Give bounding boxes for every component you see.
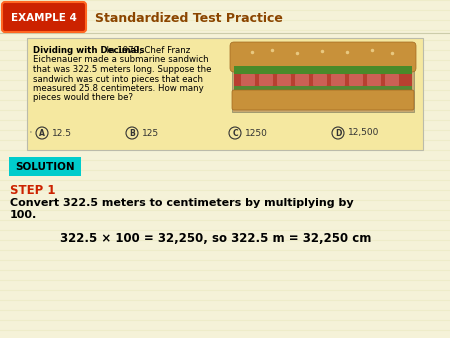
Text: SOLUTION: SOLUTION bbox=[15, 162, 75, 172]
Text: pieces would there be?: pieces would there be? bbox=[33, 94, 133, 102]
FancyBboxPatch shape bbox=[230, 42, 416, 72]
FancyBboxPatch shape bbox=[385, 74, 399, 86]
Text: 125: 125 bbox=[142, 128, 159, 138]
FancyBboxPatch shape bbox=[259, 74, 273, 86]
FancyBboxPatch shape bbox=[27, 38, 423, 150]
FancyBboxPatch shape bbox=[2, 2, 86, 32]
FancyBboxPatch shape bbox=[234, 74, 412, 88]
Text: STEP 1: STEP 1 bbox=[10, 184, 55, 197]
Text: 100.: 100. bbox=[10, 210, 37, 220]
Text: A: A bbox=[39, 128, 45, 138]
Text: that was 322.5 meters long. Suppose the: that was 322.5 meters long. Suppose the bbox=[33, 65, 211, 74]
FancyBboxPatch shape bbox=[232, 90, 414, 110]
Text: 1250: 1250 bbox=[245, 128, 268, 138]
FancyBboxPatch shape bbox=[234, 86, 412, 94]
FancyBboxPatch shape bbox=[367, 74, 381, 86]
FancyBboxPatch shape bbox=[313, 74, 327, 86]
Text: B: B bbox=[129, 128, 135, 138]
Text: D: D bbox=[335, 128, 341, 138]
FancyBboxPatch shape bbox=[277, 74, 291, 86]
Text: 12,500: 12,500 bbox=[348, 128, 379, 138]
Text: 12.5: 12.5 bbox=[52, 128, 72, 138]
Text: ': ' bbox=[29, 130, 31, 136]
Text: sandwich was cut into pieces that each: sandwich was cut into pieces that each bbox=[33, 74, 203, 83]
Text: C: C bbox=[232, 128, 238, 138]
Text: Eichenauer made a submarine sandwich: Eichenauer made a submarine sandwich bbox=[33, 55, 209, 65]
FancyBboxPatch shape bbox=[9, 157, 81, 176]
Text: Convert 322.5 meters to centimeters by multiplying by: Convert 322.5 meters to centimeters by m… bbox=[10, 198, 354, 208]
Text: In 1979, Chef Franz: In 1979, Chef Franz bbox=[101, 46, 190, 55]
FancyBboxPatch shape bbox=[331, 74, 345, 86]
FancyBboxPatch shape bbox=[349, 74, 363, 86]
FancyBboxPatch shape bbox=[232, 44, 414, 112]
Text: EXAMPLE 4: EXAMPLE 4 bbox=[11, 13, 77, 23]
Text: 322.5 × 100 = 32,250, so 322.5 m = 32,250 cm: 322.5 × 100 = 32,250, so 322.5 m = 32,25… bbox=[60, 232, 371, 245]
FancyBboxPatch shape bbox=[295, 74, 309, 86]
FancyBboxPatch shape bbox=[234, 66, 412, 76]
Text: measured 25.8 centimeters. How many: measured 25.8 centimeters. How many bbox=[33, 84, 204, 93]
Text: Dividing with Decimals: Dividing with Decimals bbox=[33, 46, 144, 55]
FancyBboxPatch shape bbox=[241, 74, 255, 86]
Text: Standardized Test Practice: Standardized Test Practice bbox=[95, 11, 283, 24]
